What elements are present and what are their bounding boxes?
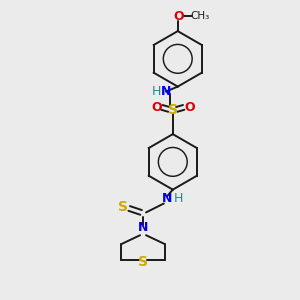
Text: O: O: [184, 101, 195, 114]
Text: H: H: [151, 85, 160, 98]
Text: N: N: [162, 192, 172, 205]
Text: O: O: [173, 10, 184, 23]
Text: O: O: [152, 101, 162, 114]
Text: N: N: [161, 85, 171, 98]
Text: H: H: [174, 192, 183, 205]
Text: S: S: [138, 255, 148, 269]
Text: CH₃: CH₃: [190, 11, 209, 21]
Text: N: N: [138, 221, 148, 234]
Text: S: S: [168, 103, 178, 117]
Text: S: S: [118, 200, 128, 214]
